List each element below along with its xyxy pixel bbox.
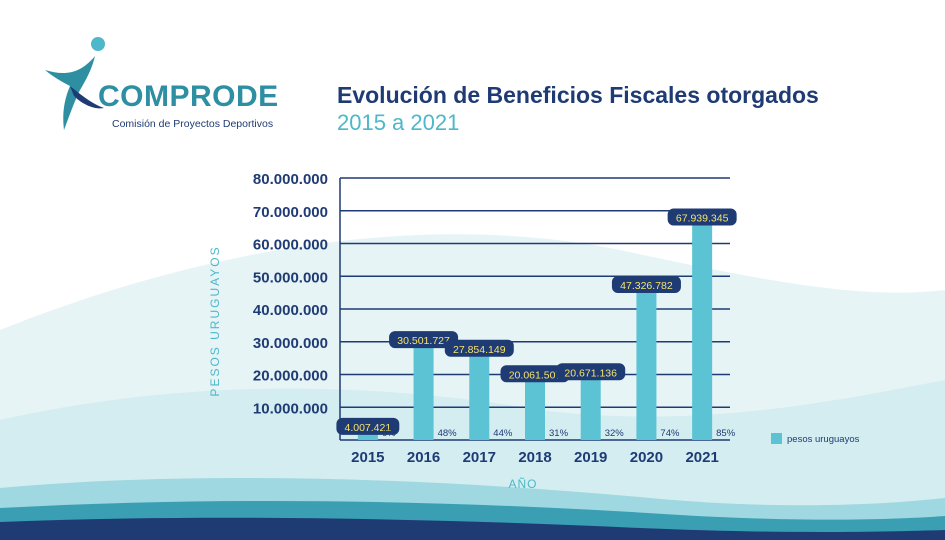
percent-label: 74% <box>660 428 680 439</box>
x-tick-label: 2018 <box>518 449 551 466</box>
bar <box>692 217 713 440</box>
y-tick-label: 50.000.000 <box>253 269 328 286</box>
percent-label: 48% <box>438 428 458 439</box>
percent-label: 85% <box>716 428 736 439</box>
value-label-bg <box>556 363 626 381</box>
bar <box>636 285 657 440</box>
value-label: 4.007.421 <box>344 422 391 434</box>
athlete-icon <box>45 37 105 130</box>
legend-swatch <box>771 433 782 444</box>
value-label-bg <box>667 208 737 226</box>
percent-label: 44% <box>493 428 513 439</box>
x-tick-label: 2020 <box>630 449 663 466</box>
page-subtitle: 2015 a 2021 <box>337 110 460 135</box>
value-label: 47.326.782 <box>620 280 673 292</box>
comprode-logo <box>40 34 300 134</box>
x-tick-label: 2017 <box>463 449 496 466</box>
y-tick-label: 30.000.000 <box>253 335 328 352</box>
y-tick-label: 10.000.000 <box>253 400 328 417</box>
percent-label: 32% <box>605 428 625 439</box>
legend-label: pesos uruguayos <box>787 434 860 445</box>
value-label-bg <box>611 276 681 294</box>
x-tick-label: 2021 <box>685 449 718 466</box>
value-label-bg <box>444 339 514 357</box>
value-label: 27.854.149 <box>453 344 506 356</box>
value-label: 67.939.345 <box>676 212 729 224</box>
y-tick-label: 20.000.000 <box>253 368 328 385</box>
x-axis-title: AÑO <box>508 477 537 491</box>
logo-subtitle: Comisión de Proyectos Deportivos <box>112 118 274 130</box>
value-label: 30.501.727 <box>397 335 450 347</box>
value-label-bg <box>389 331 459 349</box>
bar <box>580 372 601 440</box>
value-label: 20.671.136 <box>564 367 617 379</box>
bar <box>525 374 545 440</box>
value-label-bg <box>500 365 570 383</box>
bar <box>469 348 490 440</box>
x-tick-label: 2015 <box>351 449 384 466</box>
y-axis-title: PESOS URUGUAYOS <box>208 245 222 396</box>
y-tick-label: 40.000.000 <box>253 302 328 319</box>
y-tick-label: 60.000.000 <box>253 237 328 254</box>
y-tick-label: 80.000.000 <box>253 171 328 188</box>
page-title: Evolución de Beneficios Fiscales otorgad… <box>337 82 819 108</box>
value-label-bg <box>336 417 400 435</box>
logo-wordmark: COMPRODE <box>98 80 279 113</box>
x-tick-label: 2019 <box>574 449 607 466</box>
y-tick-label: 70.000.000 <box>253 204 328 221</box>
bar <box>413 340 434 440</box>
value-label: 20.061.507 <box>509 369 562 381</box>
percent-label: 31% <box>549 428 569 439</box>
percent-label: 6% <box>382 428 396 439</box>
x-tick-label: 2016 <box>407 449 440 466</box>
